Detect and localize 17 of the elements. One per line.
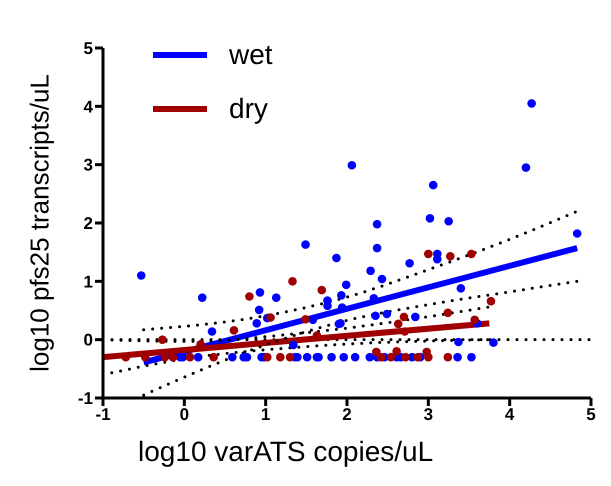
- y-tick-label: -1: [78, 389, 93, 408]
- x-tick-label: 1: [260, 405, 270, 424]
- y-tick-label: 2: [84, 214, 93, 234]
- x-tick-label: 5: [586, 405, 596, 424]
- y-tick-label: 3: [84, 156, 93, 175]
- y-axis-title: log10 pfs25 transcripts/uL: [24, 74, 56, 372]
- x-tick-label: 2: [342, 405, 352, 424]
- legend-label: wet: [229, 39, 273, 71]
- y-tick-label: 5: [84, 39, 93, 58]
- y-tick-label: 1: [84, 272, 93, 292]
- legend-label: dry: [229, 93, 268, 125]
- x-tick-label: 3: [424, 405, 434, 424]
- y-tick-label: 4: [84, 97, 94, 116]
- x-axis-title: log10 varATS copies/uL: [138, 436, 434, 468]
- x-tick-label: 0: [180, 405, 190, 424]
- x-tick-label: 4: [504, 405, 515, 424]
- y-tick-label: 0: [84, 330, 93, 350]
